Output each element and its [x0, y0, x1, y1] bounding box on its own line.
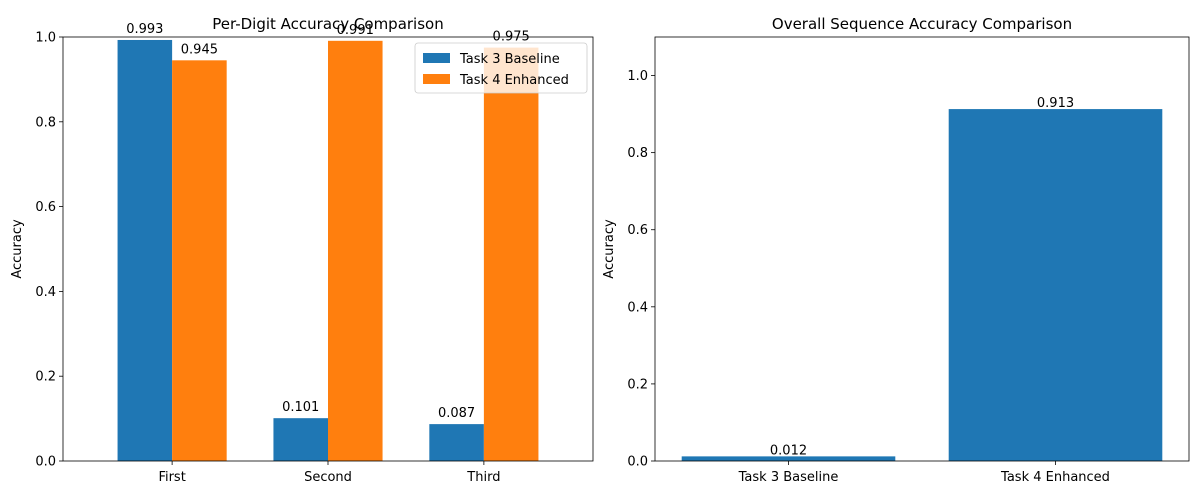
- bar-value-label: 0.087: [438, 406, 475, 421]
- bar-value-label: 0.991: [337, 23, 374, 38]
- y-tick-label: 0.8: [627, 146, 648, 161]
- bar-task-3-baseline: [273, 418, 328, 461]
- y-tick-label: 1.0: [627, 69, 648, 84]
- bar-task-4-enhanced: [483, 47, 539, 461]
- y-tick-label: 0.2: [627, 377, 648, 392]
- plot-frame: [654, 36, 1190, 462]
- legend-swatch: [423, 53, 450, 63]
- x-tick-label: Second: [304, 470, 352, 485]
- chart-title: Overall Sequence Accuracy Comparison: [772, 15, 1072, 33]
- legend-label: Task 4 Enhanced: [459, 73, 569, 88]
- y-axis-label: Accuracy: [602, 219, 617, 279]
- bar: [948, 109, 1163, 461]
- y-tick-label: 0.6: [35, 200, 56, 215]
- bar-task-4-enhanced: [328, 40, 383, 461]
- chart-title: Per-Digit Accuracy Comparison: [212, 15, 443, 33]
- y-tick-label: 1.0: [35, 31, 56, 46]
- bar-value-label: 0.101: [282, 400, 319, 415]
- y-tick-label: 0.2: [35, 370, 56, 385]
- bar-task-3-baseline: [117, 39, 173, 462]
- bar-value-label: 0.913: [1037, 96, 1074, 111]
- plot-frame: [62, 36, 594, 462]
- legend: Task 3 Baseline Task 4 Enhanced: [414, 42, 588, 94]
- bar: [681, 456, 896, 461]
- x-tick-label: Task 3 Baseline: [738, 470, 839, 485]
- legend-box: [414, 42, 588, 94]
- bar-task-3-baseline: [429, 424, 484, 461]
- bar-value-label: 0.945: [181, 42, 218, 57]
- bar-task-4-enhanced: [172, 60, 227, 461]
- bar-value-label: 0.993: [126, 22, 163, 37]
- x-tick-label: First: [158, 470, 185, 485]
- y-tick-label: 0.4: [35, 285, 56, 300]
- bar-value-label: 0.012: [770, 443, 807, 458]
- y-tick-label: 0.6: [627, 223, 648, 238]
- x-tick-label: Task 4 Enhanced: [1000, 470, 1110, 485]
- y-tick-label: 0.8: [35, 115, 56, 130]
- y-tick-label: 0.0: [35, 455, 56, 470]
- y-axis-label: Accuracy: [10, 219, 25, 279]
- y-tick-label: 0.4: [627, 300, 648, 315]
- legend-label: Task 3 Baseline: [459, 52, 560, 67]
- y-tick-label: 0.0: [627, 455, 648, 470]
- legend-swatch: [423, 74, 450, 84]
- x-tick-label: Third: [466, 470, 500, 485]
